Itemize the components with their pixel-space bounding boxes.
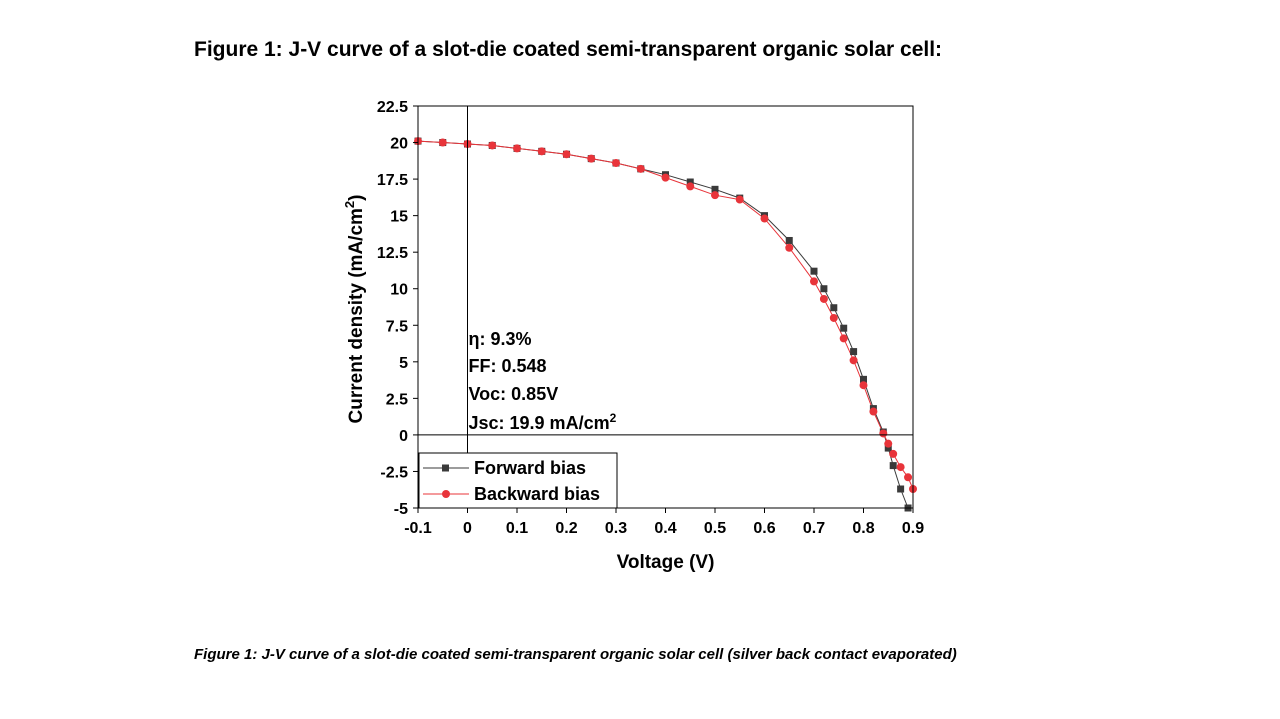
legend-box: [418, 452, 618, 509]
forward-point: [686, 178, 694, 186]
y-tick-label: -5: [394, 501, 408, 518]
y-tick-label: 15: [390, 209, 408, 226]
figure-heading: Figure 1: J-V curve of a slot-die coated…: [194, 38, 943, 61]
backward-point: [849, 356, 858, 365]
x-tick-label: 0.8: [852, 520, 874, 537]
backward-point: [896, 463, 905, 472]
plot-frame: [417, 105, 914, 509]
x-axis-ticks: -0.1 0 0.1 0.2 0.3 0.4 0.5 0.6 0.7 0.8 0.9: [404, 508, 924, 537]
y-tick-label: 17.5: [377, 172, 408, 189]
backward-point: [612, 159, 620, 168]
x-tick-label: 0.7: [803, 520, 825, 537]
x-tick-label: 0.1: [506, 520, 528, 537]
forward-point: [810, 267, 818, 275]
y-tick-label: 10: [390, 282, 408, 299]
x-tick-label: 0.3: [605, 520, 627, 537]
forward-point: [889, 462, 897, 470]
forward-point: [840, 324, 848, 332]
annotation-efficiency: η: 9.3%: [469, 329, 532, 349]
forward-point: [820, 285, 828, 293]
legend-marker-forward: [442, 464, 449, 472]
backward-point: [636, 164, 645, 173]
annotation-jsc-sup: 2: [610, 411, 617, 425]
figure-caption: Figure 1: J-V curve of a slot-die coated…: [194, 646, 957, 663]
backward-point: [686, 182, 695, 191]
legend-label-backward: Backward bias: [474, 484, 600, 504]
x-tick-label: 0.2: [555, 520, 577, 537]
backward-point: [904, 473, 913, 482]
y-axis-label-main: Current density (mA/cm: [346, 208, 367, 423]
x-tick-label: 0.6: [753, 520, 775, 537]
forward-point: [897, 485, 905, 493]
backward-point: [810, 277, 818, 286]
backward-point: [438, 138, 447, 147]
backward-point: [513, 144, 521, 153]
backward-point: [661, 173, 670, 182]
y-axis-label-end: ): [346, 195, 367, 201]
forward-point: [850, 348, 858, 356]
backward-point: [587, 154, 596, 163]
backward-point: [785, 243, 794, 252]
legend-label-forward: Forward bias: [474, 458, 586, 478]
backward-point: [829, 313, 838, 322]
y-tick-label: 22.5: [377, 99, 408, 116]
legend-marker-backward: [442, 490, 450, 498]
forward-point: [860, 375, 867, 383]
y-tick-label: -2.5: [380, 464, 408, 481]
x-tick-label: 0.5: [704, 520, 726, 537]
series-line-1: [417, 140, 914, 490]
x-tick-label: 0.9: [902, 520, 924, 537]
y-axis-ticks: -5 -2.5 0 2.5 5 7.5 10 12.5 15 17.5 20 22.5: [377, 99, 418, 518]
backward-point: [537, 147, 546, 156]
backward-point: [869, 407, 878, 416]
x-tick-label: 0: [463, 520, 472, 537]
y-tick-label: 0: [399, 428, 408, 445]
metrics-annotation: η: 9.3% FF: 0.548 Voc: 0.85V Jsc: 19.9 m…: [469, 329, 617, 433]
annotation-jsc-main: Jsc: 19.9 mA/cm: [469, 413, 610, 433]
y-tick-label: 12.5: [377, 245, 408, 262]
backward-point: [735, 195, 744, 204]
annotation-voc: Voc: 0.85V: [469, 384, 559, 404]
x-tick-label: 0.4: [654, 520, 676, 537]
x-axis-label: Voltage (V): [617, 552, 715, 573]
legend: Forward bias Backward bias: [418, 452, 618, 509]
backward-point: [859, 381, 868, 390]
y-tick-label: 7.5: [386, 318, 408, 335]
y-axis-label: Current density (mA/cm2): [342, 195, 367, 424]
backward-point: [488, 141, 497, 150]
forward-point: [884, 444, 892, 452]
backward-point: [884, 439, 893, 448]
y-tick-label: 2.5: [386, 391, 408, 408]
backward-point: [879, 429, 888, 438]
annotation-jsc: Jsc: 19.9 mA/cm2: [469, 411, 617, 433]
backward-point: [562, 150, 571, 159]
annotation-fill-factor: FF: 0.548: [469, 356, 547, 376]
y-tick-label: 20: [390, 136, 408, 153]
backward-point: [839, 334, 848, 343]
forward-point: [830, 304, 838, 312]
backward-point: [711, 191, 719, 200]
backward-point: [819, 294, 828, 303]
backward-point: [889, 449, 898, 458]
forward-point: [785, 236, 793, 244]
y-tick-label: 5: [399, 355, 408, 372]
backward-point: [760, 214, 769, 223]
series-markers: [414, 137, 917, 512]
y-axis-label-sup: 2: [342, 201, 357, 208]
forward-point: [711, 185, 719, 193]
x-tick-label: -0.1: [404, 520, 432, 537]
